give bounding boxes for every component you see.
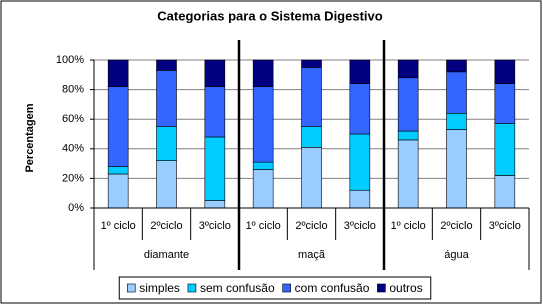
y-tick-label: 100% xyxy=(56,54,84,66)
bar-segment xyxy=(252,86,274,163)
bar-segment xyxy=(204,86,226,138)
legend-label: sem confusão xyxy=(200,281,275,295)
y-tick-label: 0% xyxy=(68,202,84,214)
bar-segment xyxy=(349,189,371,209)
bar-segment xyxy=(156,160,177,209)
bar-segment xyxy=(252,161,274,170)
y-tick-label: 20% xyxy=(62,172,84,184)
bar-segment xyxy=(349,59,371,84)
x-tick-label: 3ºciclo xyxy=(489,220,521,232)
chart-title: Categorias para o Sistema Digestivo xyxy=(157,8,382,23)
bar-segment xyxy=(494,175,516,209)
x-tick-label: 2ºciclo xyxy=(440,220,472,232)
legend-swatch xyxy=(377,283,386,293)
bar-segment xyxy=(301,126,322,148)
bar-segment xyxy=(494,123,516,176)
x-tick-label: 3ºciclo xyxy=(344,220,376,232)
legend-swatch xyxy=(187,283,197,293)
bar-segment xyxy=(252,59,274,87)
legend-swatch xyxy=(282,283,291,293)
group-label: diamante xyxy=(144,249,189,261)
y-tick-label: 80% xyxy=(62,84,84,96)
legend-box xyxy=(118,276,432,300)
bar-segment xyxy=(204,200,226,209)
bar-segment xyxy=(397,139,419,209)
bar-segment xyxy=(156,59,177,71)
bar-segment xyxy=(204,136,226,201)
bar-segment xyxy=(397,59,419,79)
x-tick-label: 3ºciclo xyxy=(199,220,231,232)
y-tick-label: 40% xyxy=(62,143,84,155)
bar-segment xyxy=(107,86,129,167)
y-tick-label: 60% xyxy=(62,113,84,125)
legend-label: simples xyxy=(139,281,180,295)
bar-segment xyxy=(107,59,129,87)
bar-segment xyxy=(494,83,516,124)
bar-segment xyxy=(446,59,467,73)
bar-segment xyxy=(204,59,226,87)
legend-swatch xyxy=(126,283,136,293)
legend-label: outros xyxy=(389,281,422,295)
group-label: água xyxy=(444,249,469,261)
bar-segment xyxy=(107,166,129,175)
bar-segment xyxy=(252,169,274,209)
bar-segment xyxy=(446,112,467,130)
bar-segment xyxy=(397,130,419,141)
bar-segment xyxy=(107,173,129,209)
bar-segment xyxy=(446,129,467,209)
legend-label: com confusão xyxy=(295,281,370,295)
bar-segment xyxy=(349,83,371,135)
y-axis-label: Percentagem xyxy=(24,103,36,172)
bar-segment xyxy=(301,59,322,68)
x-tick-label: 2ºciclo xyxy=(150,220,182,232)
x-tick-label: 1º ciclo xyxy=(391,220,426,232)
x-tick-label: 2ºciclo xyxy=(295,220,327,232)
bar-segment xyxy=(494,59,516,84)
bar-segment xyxy=(446,71,467,114)
x-tick-label: 1º ciclo xyxy=(246,220,281,232)
group-label: maçã xyxy=(298,249,326,261)
x-tick-label: 1º ciclo xyxy=(101,220,136,232)
bar-segment xyxy=(397,77,419,132)
bar-segment xyxy=(301,147,322,209)
bar-segment xyxy=(156,70,177,127)
bar-segment xyxy=(156,126,177,161)
bar-segment xyxy=(349,133,371,191)
bar-segment xyxy=(301,67,322,127)
